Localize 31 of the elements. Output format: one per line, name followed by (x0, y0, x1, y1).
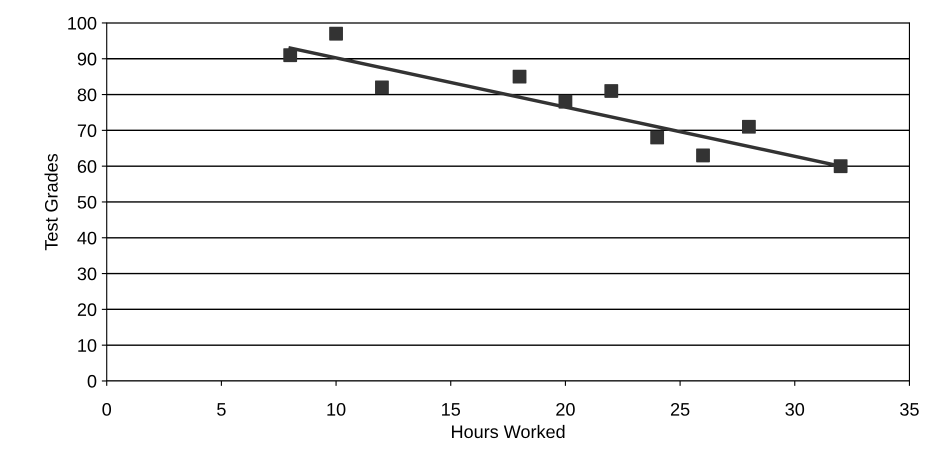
point (558, 94, 572, 109)
x-tick-label: 25 (670, 402, 690, 416)
y-tick-label: 40 (77, 232, 96, 244)
point (512, 70, 526, 84)
y-tick-label: 90 (78, 52, 96, 66)
y-tick-label: 80 (78, 88, 96, 102)
x-tick-label: 15 (442, 403, 460, 416)
point (834, 159, 848, 174)
x-tick-label: 30 (785, 402, 804, 416)
x-tick-label: 5 (217, 403, 226, 416)
y-tick-label: 0 (88, 374, 96, 388)
y-tick-label: 100 (68, 16, 96, 30)
point (604, 84, 618, 98)
point (650, 130, 664, 144)
y-tick-label: 70 (78, 124, 96, 138)
y-tick-label: 60 (78, 160, 96, 173)
y-axis-title: Test Grades (44, 154, 58, 250)
x-tick-label: 20 (556, 402, 575, 416)
x-axis-title: Hours Worked (452, 424, 564, 438)
point (742, 120, 756, 134)
x-tick-label: 0 (102, 402, 112, 416)
point (696, 148, 710, 162)
x-tick-label: 10 (327, 402, 346, 416)
y-tick-label: 50 (78, 196, 96, 209)
y-tick-label: 10 (78, 339, 96, 352)
point (283, 48, 298, 62)
point (375, 80, 389, 94)
y-tick-label: 30 (78, 268, 96, 280)
point (329, 26, 343, 41)
x-tick-label: 35 (900, 402, 919, 416)
y-tick-label: 20 (78, 303, 96, 316)
